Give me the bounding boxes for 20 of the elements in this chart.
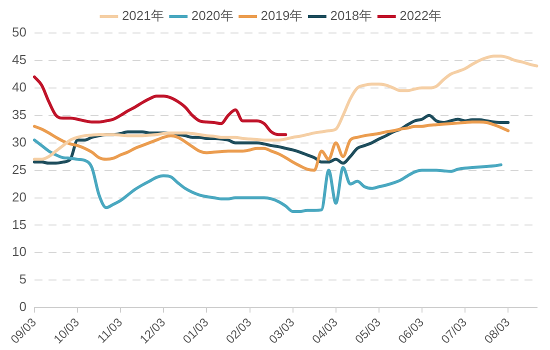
line-series bbox=[32, 75, 288, 136]
legend-label: 2019年 bbox=[260, 8, 303, 24]
legend-label: 2018年 bbox=[330, 8, 372, 24]
y-tick-label: 5 bbox=[19, 272, 26, 287]
legend-label: 2021年 bbox=[122, 8, 164, 24]
y-tick-label: 20 bbox=[12, 189, 26, 204]
line-series bbox=[32, 54, 538, 161]
y-tick-label: 15 bbox=[12, 216, 26, 232]
legend-label: 2022年 bbox=[400, 8, 442, 24]
y-tick-label: 30 bbox=[12, 134, 26, 150]
legend-label: 2020年 bbox=[191, 8, 234, 24]
y-tick-label: 40 bbox=[12, 79, 26, 94]
line-series bbox=[32, 138, 502, 213]
y-tick-label: 35 bbox=[12, 106, 26, 122]
y-tick-label: 45 bbox=[12, 52, 26, 68]
line-series bbox=[32, 120, 510, 172]
y-tick-label: 25 bbox=[12, 162, 26, 177]
y-tick-label: 50 bbox=[12, 24, 26, 40]
y-tick-label: 10 bbox=[12, 244, 26, 260]
y-tick-label: 0 bbox=[19, 299, 26, 314]
